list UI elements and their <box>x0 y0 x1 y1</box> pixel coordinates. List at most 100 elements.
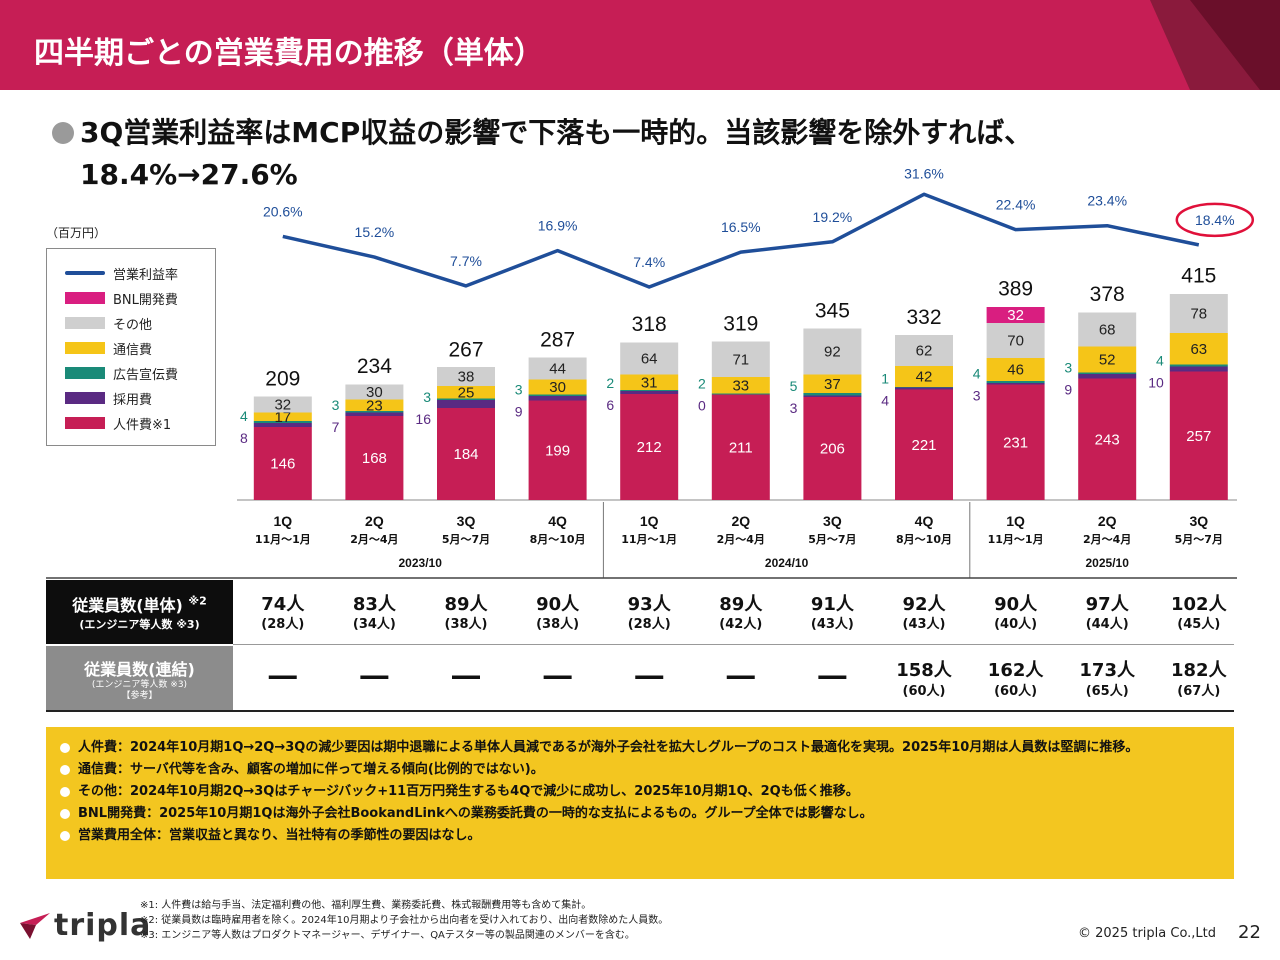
category-label: 4Q <box>548 513 567 529</box>
employee-single-count: 97人 <box>1085 594 1129 615</box>
bar-segment <box>803 393 862 396</box>
footnote-line: ※1: 人件費は給与手当、法定福利費の他、福利厚生費、業務委託費、株式報酬費用等… <box>140 900 592 911</box>
bar-segment <box>253 412 312 421</box>
category-months: 11月～1月 <box>621 533 677 546</box>
category-months: 5月～7月 <box>808 533 856 546</box>
data-label-small: 7 <box>332 419 340 435</box>
bar-segment <box>986 358 1045 381</box>
data-label: 64 <box>641 351 658 368</box>
data-label: 70 <box>1007 333 1024 350</box>
employee-single-engineers: (44人) <box>1085 617 1129 632</box>
note-text: 通信費：サーバ代等を含み、顧客の増加に伴って増える傾向(比例的ではない)。 <box>78 762 544 777</box>
bar-segment <box>253 421 312 423</box>
data-label: 146 <box>270 456 295 473</box>
bar-segment <box>1169 371 1228 500</box>
bar-segment <box>803 374 862 393</box>
notes-box: 人件費：2024年10月期1Q→2Q→3Qの減少要因は期中退職による単体人員減で… <box>46 727 1234 879</box>
category-label: 2Q <box>731 513 750 529</box>
data-label-small: 3 <box>1064 360 1072 376</box>
data-label-small: 2 <box>606 375 614 391</box>
category-months: 11月～1月 <box>255 533 311 546</box>
operating-margin-line <box>282 192 1200 289</box>
legend-swatch <box>65 271 105 275</box>
bar-segment <box>986 307 1045 323</box>
note-item: その他：2024年10月期2Q→3Qはチャージバック+11百万円発生するも4Qで… <box>60 783 1220 801</box>
margin-label: 16.5% <box>721 219 761 235</box>
employee-single-subtitle: (エンジニア等人数 ※3) <box>79 618 200 631</box>
legend-item: 通信費 <box>65 338 152 358</box>
data-label-small: 3 <box>515 382 523 398</box>
legend-label: BNL開発費 <box>113 292 178 308</box>
legend-item: その他 <box>65 313 152 333</box>
note-item: BNL開発費：2025年10月期1Qは海外子会社BookandLinkへの業務委… <box>60 805 1220 823</box>
bar-segment <box>345 399 404 411</box>
data-label: 25 <box>458 384 475 401</box>
data-label: 52 <box>1099 352 1116 369</box>
bar-segment <box>253 396 312 413</box>
employee-single-count: 89人 <box>444 594 488 615</box>
data-label: 221 <box>911 437 936 454</box>
bar-segment <box>620 342 679 375</box>
legend-swatch <box>65 342 105 354</box>
data-label: 42 <box>916 369 933 386</box>
category-label: 4Q <box>915 513 934 529</box>
category-months: 5月～7月 <box>1175 533 1223 546</box>
margin-label: 15.2% <box>355 224 395 240</box>
bar-segment <box>1169 364 1228 367</box>
bar-segment <box>711 341 770 377</box>
bar-segment <box>986 381 1045 383</box>
bar-segment <box>437 367 495 386</box>
data-label-small: 3 <box>973 388 981 404</box>
legend-label: 広告宣伝費 <box>113 367 179 383</box>
bar-segment <box>803 395 862 397</box>
data-label: 78 <box>1190 306 1207 323</box>
category-label: 3Q <box>457 513 476 529</box>
employee-consolidated-dash: ― <box>726 659 755 692</box>
employee-single-engineers: (28人) <box>261 617 305 632</box>
employee-single-engineers: (38人) <box>444 617 488 632</box>
margin-label: 23.4% <box>1087 193 1127 209</box>
data-label: 30 <box>366 384 383 401</box>
bar-segment <box>1078 378 1137 500</box>
margin-label: 20.6% <box>263 203 303 219</box>
data-label-small: 3 <box>332 397 340 413</box>
employee-single-engineers: (43人) <box>810 617 854 632</box>
note-bullet-icon <box>60 765 70 775</box>
legend-label: 通信費 <box>113 342 153 358</box>
employee-single-engineers: (34人) <box>352 617 396 632</box>
header-corner-decoration <box>1150 0 1280 90</box>
margin-label: 7.4% <box>633 254 665 270</box>
fiscal-year-label: 2025/10 <box>1086 556 1130 570</box>
data-label: 31 <box>641 374 658 391</box>
data-label: 71 <box>732 351 749 368</box>
note-bullet-icon <box>60 787 70 797</box>
total-label: 287 <box>540 329 575 352</box>
bar-segment <box>895 366 953 387</box>
note-bullet-icon <box>60 809 70 819</box>
employee-consolidated-dash: ― <box>635 659 664 692</box>
category-months: 5月～7月 <box>442 533 490 546</box>
page-number: 22 <box>1238 922 1261 943</box>
category-months: 2月～4月 <box>1083 533 1131 546</box>
employee-single-engineers: (40人) <box>994 617 1038 632</box>
data-label: 17 <box>274 409 291 426</box>
legend-item: 採用費 <box>65 388 152 408</box>
employee-consolidated-count: 158人 <box>896 660 952 681</box>
total-label: 209 <box>265 368 300 391</box>
legend-swatch <box>65 317 105 329</box>
headline-line-2: 18.4%→27.6% <box>80 158 298 191</box>
copyright: © 2025 tripla Co.,Ltd <box>1078 926 1217 941</box>
legend-label: 営業利益率 <box>113 267 179 283</box>
bar-segment <box>1169 294 1228 333</box>
data-label-small: 5 <box>790 378 798 394</box>
total-label: 415 <box>1181 265 1216 288</box>
headline-line-1: 3Q営業利益率はMCP収益の影響で下落も一時的。当該影響を除外すれば、 <box>80 116 1033 149</box>
table-row-divider <box>233 644 1234 645</box>
footnote-line: ※2: 従業員数は臨時雇用者を除く。2024年10月期より子会社から出向者を受け… <box>140 915 669 926</box>
data-label-small: 3 <box>790 400 798 416</box>
employee-consolidated-count: 173人 <box>1079 660 1135 681</box>
note-text: BNL開発費：2025年10月期1Qは海外子会社BookandLinkへの業務委… <box>78 806 873 821</box>
employee-consolidated-engineers: (67人) <box>1177 684 1221 699</box>
bar-segment <box>528 394 587 396</box>
data-label: 211 <box>729 439 753 456</box>
